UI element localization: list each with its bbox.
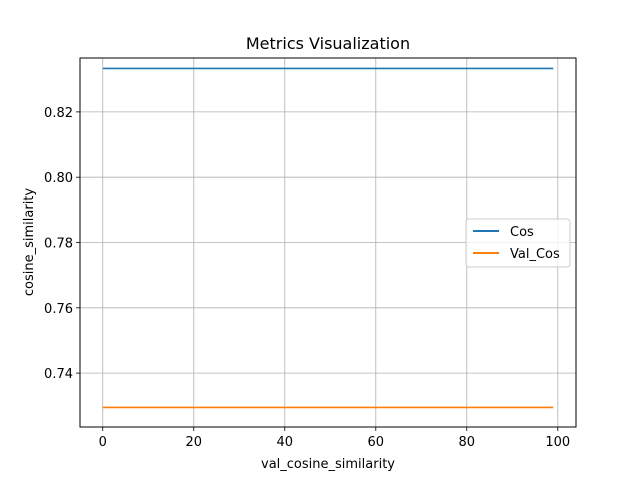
- legend-label-val-cos: Val_Cos: [510, 247, 560, 262]
- x-axis-label: val_cosine_similarity: [261, 457, 395, 472]
- x-tick-label: 60: [368, 435, 385, 450]
- y-axis-label: cosine_similarity: [22, 188, 37, 297]
- y-tick-label: 0.76: [44, 302, 73, 317]
- chart-title: Metrics Visualization: [246, 34, 410, 53]
- x-axis-ticks: 0 20 40 60 80 100: [99, 427, 570, 450]
- series-lines: [102, 67, 554, 409]
- y-tick-label: 0.74: [44, 367, 73, 382]
- y-tick-label: 0.78: [44, 237, 73, 252]
- y-tick-label: 0.82: [44, 106, 73, 121]
- legend-label-cos: Cos: [510, 225, 534, 240]
- y-axis-ticks: 0.74 0.76 0.78 0.80 0.82: [44, 106, 80, 382]
- y-tick-label: 0.80: [44, 171, 73, 186]
- x-tick-label: 40: [276, 435, 293, 450]
- legend: Cos Val_Cos: [465, 218, 571, 268]
- x-tick-label: 100: [545, 435, 570, 450]
- x-tick-label: 0: [99, 435, 107, 450]
- x-tick-label: 20: [185, 435, 202, 450]
- x-tick-label: 80: [459, 435, 476, 450]
